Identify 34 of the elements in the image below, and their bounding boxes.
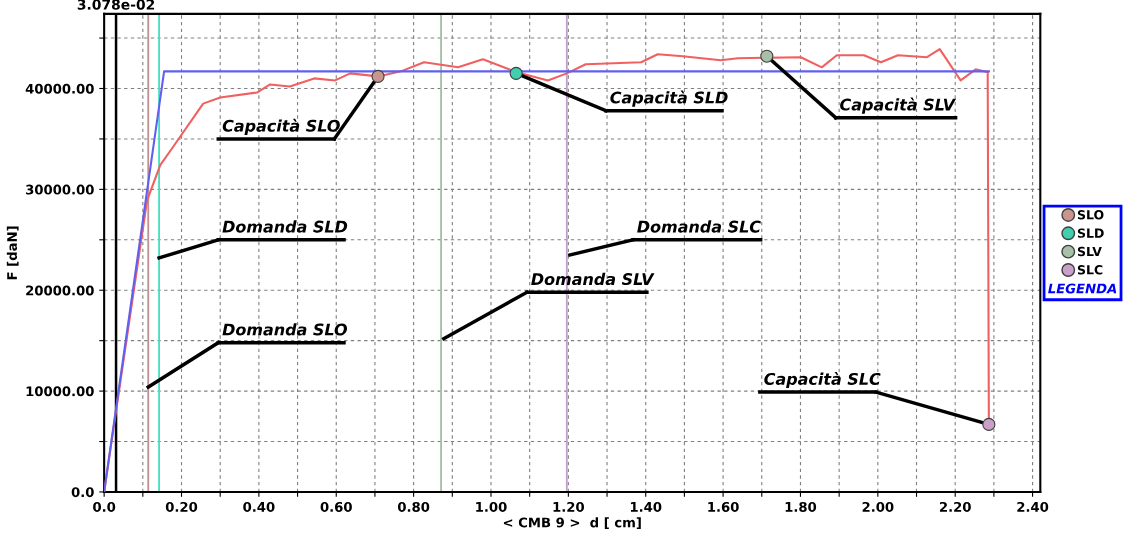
legend-label: SLD [1077,228,1104,238]
x-tick-label: 2.40 [1017,501,1049,512]
x-tick-label: 0.60 [320,501,352,512]
legend-label: SLO [1077,210,1104,220]
y-axis-title: F [daN] [6,226,19,280]
annotation: Capacità SLV [840,97,957,114]
annotation: Capacità SLO [222,118,340,135]
x-axis-title: < CMB 9 > d [ cm] [503,517,641,529]
y-tick-label: 40000.00 [25,83,94,94]
legend-label: SLC [1077,265,1103,275]
x-tick-label: 0.0 [93,501,116,512]
x-tick-label: 1.60 [708,501,739,512]
x-tick-label: 1.00 [476,501,507,512]
annotation: Domanda SLO [222,323,348,336]
legend-label: SLV [1077,246,1102,257]
x-tick-label: 0.40 [243,501,275,512]
annotation: Domanda SLD [222,220,348,233]
annotation: Domanda SLC [637,220,761,233]
x-tick-label: 1.80 [785,501,817,512]
x-tick-label: 0.80 [397,501,430,512]
annotation: Domanda SLV [531,272,655,286]
y-tick-label: 30000.00 [26,184,94,195]
x-tick-label: 2.20 [939,501,971,512]
x-tick-label: 0.20 [165,501,198,512]
y-tick-label: 0.0 [71,487,94,498]
y-tick-label: 20000.00 [26,285,94,296]
x-tick-label: 1.40 [630,501,662,512]
x-tick-label: 2.00 [862,501,894,512]
legend-title: LEGENDA [1048,283,1117,294]
annotation: Capacità SLC [764,371,881,389]
y-tick-label: 10000.00 [26,386,94,397]
annotation: Capacità SLD [610,90,728,107]
x-tick-label: 1.20 [553,501,584,512]
ref-line-label: 3.078e-02 [77,0,155,10]
